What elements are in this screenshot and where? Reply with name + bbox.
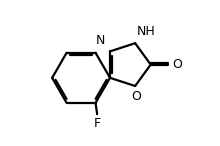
Text: O: O	[172, 58, 182, 71]
Text: O: O	[131, 90, 141, 103]
Text: N: N	[96, 34, 105, 47]
Text: F: F	[94, 117, 101, 130]
Text: NH: NH	[137, 25, 156, 38]
